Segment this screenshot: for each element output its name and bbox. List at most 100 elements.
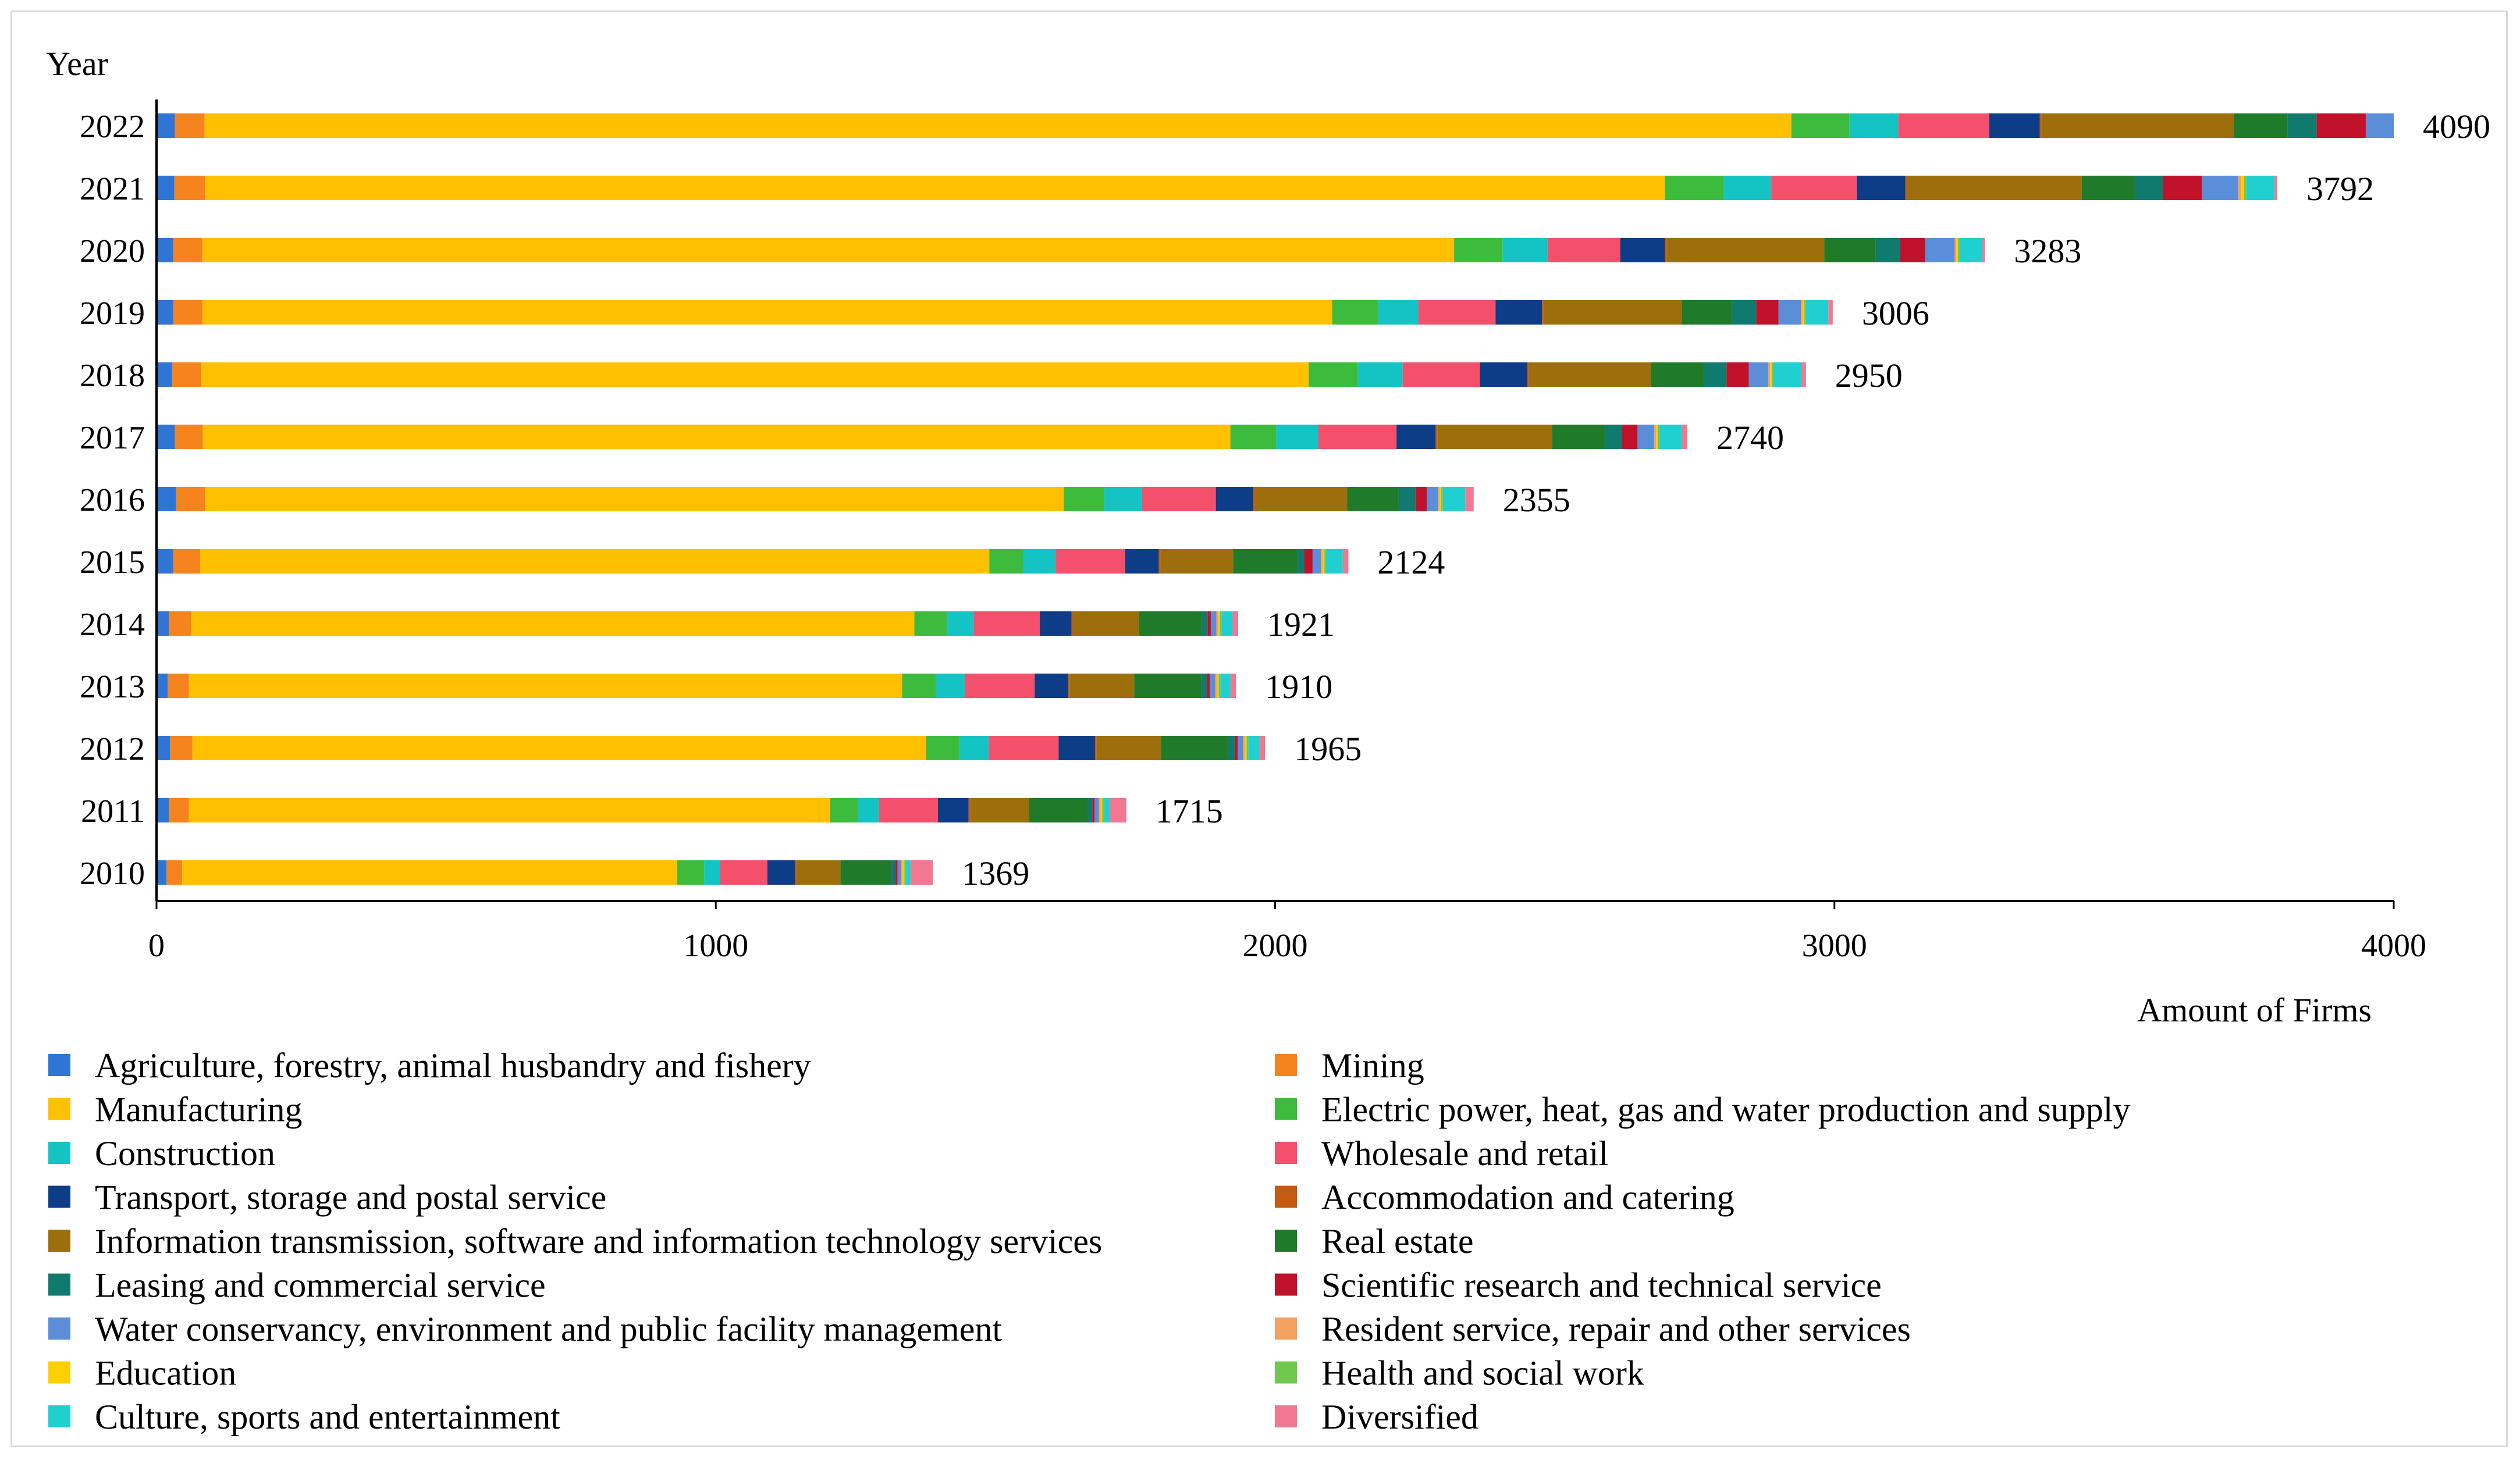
bar-segment-2015-17: [1342, 549, 1349, 574]
bar-segment-2018-7: [1527, 362, 1529, 387]
total-label-2010: 1369: [962, 854, 1029, 892]
y-tick-label-2021: 2021: [80, 171, 145, 207]
legend-swatch-16: [48, 1405, 70, 1427]
bar-segment-2014-7: [1071, 611, 1074, 636]
bar-segment-2019-9: [1682, 300, 1732, 325]
bar-segment-2013-12: [1210, 674, 1215, 698]
bar-segment-2013-0: [157, 674, 168, 698]
bar-segment-2012-2: [192, 736, 926, 760]
bar-segment-2012-16: [1248, 736, 1260, 760]
bar-segment-2019-1: [173, 300, 202, 325]
bar-segment-2014-0: [157, 611, 169, 636]
legend-label-11: Scientific research and technical servic…: [1321, 1266, 1882, 1305]
y-tick-label-2022: 2022: [80, 109, 145, 145]
bar-segment-2016-6: [1215, 487, 1254, 511]
bar-segment-2020-17: [1982, 238, 1985, 262]
bar-segment-2021-12: [2202, 176, 2238, 200]
bar-segment-2011-12: [1094, 798, 1099, 822]
bar-segment-2016-10: [1398, 487, 1416, 511]
bar-segment-2015-3: [989, 549, 1023, 574]
bar-segment-2012-1: [170, 736, 193, 760]
bar-segment-2018-3: [1309, 362, 1358, 387]
bar-segment-2019-5: [1418, 300, 1496, 325]
total-label-2016: 2355: [1503, 481, 1570, 519]
total-label-2019: 3006: [1862, 294, 1929, 332]
legend-label-12: Water conservancy, environment and publi…: [95, 1310, 1002, 1348]
bar-segment-2021-15: [2244, 176, 2247, 200]
bar-segment-2014-5: [973, 611, 1040, 636]
bar-segment-2014-8: [1073, 611, 1139, 636]
bar-segment-2018-10: [1704, 362, 1727, 387]
bar-segment-2014-3: [914, 611, 947, 636]
y-tick-label-2020: 2020: [80, 233, 145, 269]
bar-segment-2021-4: [1723, 176, 1772, 200]
bar-segment-2010-13: [901, 860, 903, 885]
bar-segment-2013-8: [1069, 674, 1135, 698]
bar-segment-2014-1: [169, 611, 191, 636]
legend-label-10: Leasing and commercial service: [95, 1266, 546, 1305]
bar-segment-2014-13: [1216, 611, 1218, 636]
bar-segment-2015-4: [1022, 549, 1055, 574]
legend-swatch-10: [48, 1273, 70, 1296]
bar-segment-2011-11: [1092, 798, 1095, 822]
legend-swatch-7: [1275, 1185, 1297, 1208]
bar-segment-2010-11: [895, 860, 898, 885]
bar-segment-2014-16: [1221, 611, 1233, 636]
bar-segment-2019-14: [1802, 300, 1804, 325]
legend-label-9: Real estate: [1321, 1222, 1474, 1260]
axes-layer: [155, 99, 2395, 909]
bar-segment-2014-6: [1039, 611, 1072, 636]
legend-label-15: Health and social work: [1321, 1354, 1644, 1393]
bar-segment-2014-2: [191, 611, 915, 636]
bar-segment-2012-3: [926, 736, 960, 760]
bar-segment-2013-10: [1201, 674, 1207, 698]
bar-segment-2011-6: [937, 798, 969, 822]
bar-segment-2022-7: [2039, 113, 2042, 138]
bar-segment-2016-15: [1441, 487, 1443, 511]
bar-segment-2017-4: [1276, 425, 1318, 449]
legend-label-7: Accommodation and catering: [1321, 1178, 1735, 1217]
bar-segment-2021-17: [2274, 176, 2278, 200]
y-axis-title: Year: [46, 45, 108, 83]
bar-segment-2011-7: [968, 798, 971, 822]
y-tick-label-2012: 2012: [80, 731, 145, 767]
bar-segment-2010-0: [157, 860, 167, 885]
legend-swatch-1: [1275, 1054, 1297, 1076]
bar-segment-2018-8: [1529, 362, 1651, 387]
bar-segment-2020-11: [1900, 238, 1925, 262]
bar-segment-2016-4: [1104, 487, 1142, 511]
legend-label-0: Agriculture, forestry, animal husbandry …: [95, 1046, 811, 1085]
bar-segment-2015-15: [1324, 549, 1326, 574]
bar-segment-2010-8: [797, 860, 841, 885]
bar-segment-2010-12: [897, 860, 901, 885]
bar-segment-2018-12: [1748, 362, 1769, 387]
legend-label-8: Information transmission, software and i…: [95, 1222, 1102, 1260]
bar-segment-2018-15: [1772, 362, 1773, 387]
bar-segment-2021-10: [2134, 176, 2163, 200]
total-label-2013: 1910: [1265, 668, 1332, 706]
bar-segment-2010-7: [795, 860, 797, 885]
bar-segment-2018-11: [1726, 362, 1749, 387]
bar-segment-2014-9: [1139, 611, 1202, 636]
bar-segment-2022-12: [2365, 113, 2394, 138]
bar-segment-2011-9: [1029, 798, 1088, 822]
legend-swatch-11: [1275, 1273, 1297, 1296]
bar-segment-2013-7: [1068, 674, 1070, 698]
bar-segment-2018-17: [1801, 362, 1806, 387]
bar-segment-2018-13: [1768, 362, 1771, 387]
bar-segment-2017-6: [1396, 425, 1436, 449]
legend-swatch-6: [48, 1185, 70, 1208]
total-label-2015: 2124: [1377, 543, 1445, 581]
bar-segment-2017-8: [1437, 425, 1552, 449]
legend-swatch-4: [48, 1142, 70, 1164]
bar-segment-2022-9: [2234, 113, 2288, 138]
bar-segment-2010-6: [767, 860, 795, 885]
bar-segment-2016-2: [205, 487, 1064, 511]
bar-segment-2017-13: [1654, 425, 1657, 449]
bar-segment-2019-17: [1828, 300, 1833, 325]
bar-segment-2020-4: [1502, 238, 1548, 262]
total-label-2022: 4090: [2423, 108, 2490, 145]
bar-segment-2015-11: [1304, 549, 1313, 574]
bar-segment-2017-12: [1637, 425, 1655, 449]
